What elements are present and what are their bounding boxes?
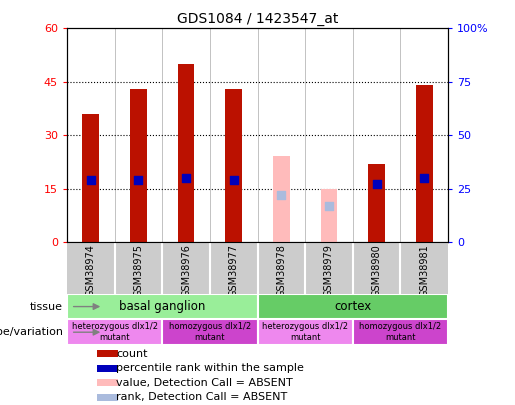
Bar <box>97 379 118 386</box>
Bar <box>162 28 210 242</box>
Text: count: count <box>116 349 148 359</box>
Bar <box>97 350 118 357</box>
Point <box>87 177 95 183</box>
Text: GSM38980: GSM38980 <box>372 245 382 297</box>
Text: basal ganglion: basal ganglion <box>119 300 205 313</box>
Text: percentile rank within the sample: percentile rank within the sample <box>116 363 304 373</box>
Bar <box>97 365 118 372</box>
Text: cortex: cortex <box>334 300 371 313</box>
Text: tissue: tissue <box>30 302 63 311</box>
Text: GSM38978: GSM38978 <box>277 245 286 297</box>
Bar <box>258 320 353 345</box>
Text: heterozygous dlx1/2
mutant: heterozygous dlx1/2 mutant <box>72 322 158 342</box>
Text: heterozygous dlx1/2
mutant: heterozygous dlx1/2 mutant <box>262 322 348 342</box>
Bar <box>67 294 258 320</box>
Title: GDS1084 / 1423547_at: GDS1084 / 1423547_at <box>177 12 338 26</box>
Bar <box>67 320 162 345</box>
Text: GSM38974: GSM38974 <box>86 245 96 297</box>
Point <box>134 177 143 183</box>
Bar <box>258 294 448 320</box>
Bar <box>368 164 385 242</box>
Bar <box>321 188 337 242</box>
Point <box>182 175 190 181</box>
Text: GSM38979: GSM38979 <box>324 245 334 297</box>
Point <box>277 192 285 198</box>
Text: GSM38975: GSM38975 <box>133 245 143 298</box>
Point <box>230 177 238 183</box>
Text: value, Detection Call = ABSENT: value, Detection Call = ABSENT <box>116 378 293 388</box>
Bar <box>305 28 353 242</box>
Bar <box>273 156 289 242</box>
Text: homozygous dlx1/2
mutant: homozygous dlx1/2 mutant <box>169 322 251 342</box>
Text: genotype/variation: genotype/variation <box>0 327 63 337</box>
Point <box>372 181 381 188</box>
Text: GSM38981: GSM38981 <box>419 245 429 297</box>
Bar <box>178 64 194 242</box>
Text: GSM38977: GSM38977 <box>229 245 238 298</box>
Text: GSM38976: GSM38976 <box>181 245 191 297</box>
Bar <box>258 28 305 242</box>
Bar <box>401 28 448 242</box>
Bar <box>114 28 162 242</box>
Bar <box>416 85 433 242</box>
Bar <box>82 114 99 242</box>
Point <box>325 202 333 209</box>
Bar <box>226 89 242 242</box>
Text: homozygous dlx1/2
mutant: homozygous dlx1/2 mutant <box>359 322 441 342</box>
Text: rank, Detection Call = ABSENT: rank, Detection Call = ABSENT <box>116 392 288 402</box>
Bar <box>210 28 258 242</box>
Bar <box>130 89 147 242</box>
Bar <box>353 28 401 242</box>
Bar <box>97 394 118 401</box>
Point <box>420 175 428 181</box>
Bar <box>67 28 115 242</box>
Bar <box>162 320 258 345</box>
Bar <box>353 320 448 345</box>
